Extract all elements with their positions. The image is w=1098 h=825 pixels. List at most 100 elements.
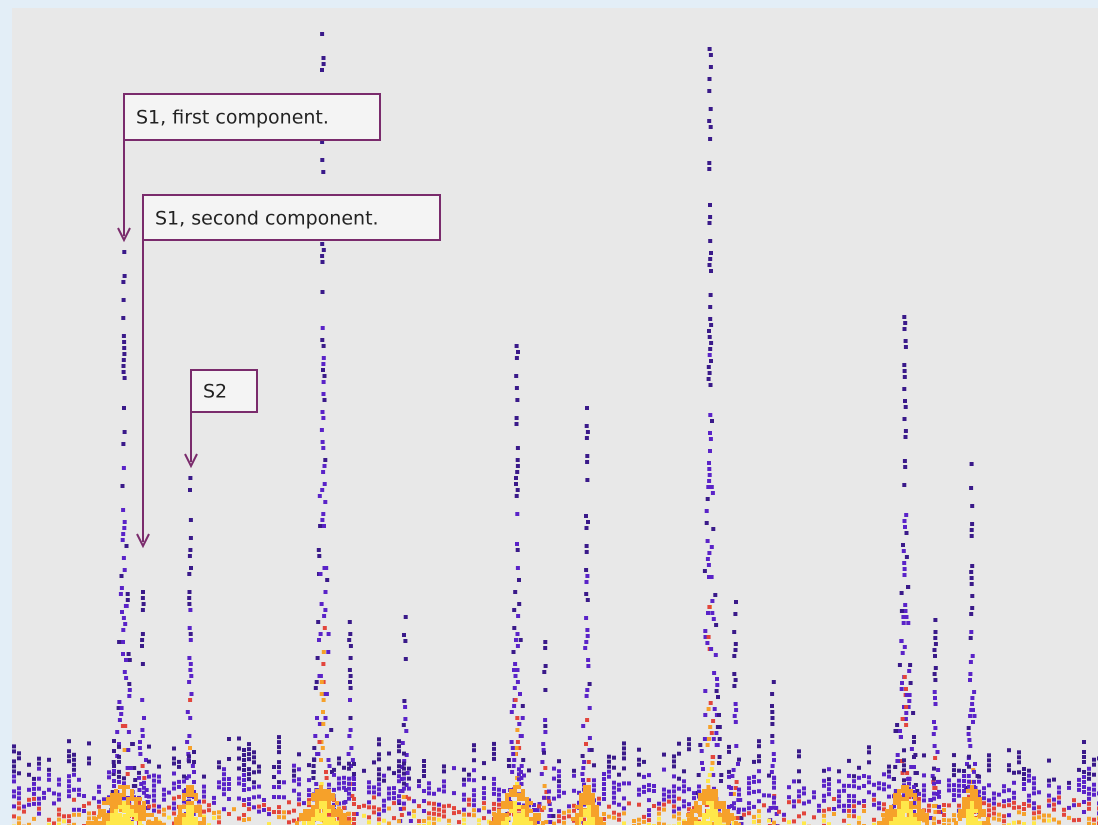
spectrogram-pixel — [17, 756, 21, 760]
spectrogram-pixel — [12, 759, 16, 763]
spectrogram-pixel — [705, 509, 709, 513]
spectrogram-pixel — [622, 796, 626, 800]
spectrogram-pixel — [543, 718, 547, 722]
spectrogram-pixel — [337, 757, 341, 761]
spectrogram-pixel — [324, 590, 328, 594]
spectrogram-pixel — [586, 634, 590, 638]
spectrogram-pixel — [142, 602, 146, 606]
spectrogram-pixel — [877, 781, 881, 785]
spectrogram-pixel — [903, 525, 907, 529]
spectrogram-pixel — [767, 809, 771, 813]
spectrogram-pixel — [513, 793, 517, 797]
spectrogram-pixel — [437, 813, 441, 817]
spectrogram-pixel — [622, 746, 626, 750]
spectrogram-pixel — [586, 664, 590, 668]
spectrogram-pixel — [188, 590, 192, 594]
spectrogram-pixel — [327, 797, 331, 801]
spectrogram-pixel — [512, 668, 516, 672]
spectrogram-pixel — [112, 764, 116, 768]
spectrogram-pixel — [1062, 813, 1066, 817]
spectrogram-pixel — [320, 338, 324, 342]
spectrogram-pixel — [907, 699, 911, 703]
spectrogram-pixel — [372, 810, 376, 814]
spectrogram-pixel — [707, 605, 711, 609]
spectrogram-pixel — [516, 680, 520, 684]
spectrogram-pixel — [67, 794, 71, 798]
spectrogram-pixel — [227, 757, 231, 761]
spectrogram-pixel — [157, 775, 161, 779]
spectrogram-pixel — [742, 813, 746, 817]
spectrogram-pixel — [521, 805, 525, 809]
spectrogram-pixel — [311, 776, 315, 780]
spectrogram-pixel — [652, 804, 656, 808]
spectrogram-pixel — [518, 692, 522, 696]
spectrogram-pixel — [1072, 803, 1076, 807]
spectrogram-pixel — [901, 813, 905, 817]
spectrogram-pixel — [32, 817, 36, 821]
spectrogram-pixel — [712, 671, 716, 675]
spectrogram-pixel — [797, 814, 801, 818]
spectrogram-pixel — [543, 784, 547, 788]
spectrogram-pixel — [757, 819, 761, 823]
spectrogram-pixel — [505, 793, 509, 797]
spectrogram-pixel — [622, 811, 626, 815]
spectrogram-pixel — [187, 734, 191, 738]
spectrogram-pixel — [602, 772, 606, 776]
spectrogram-pixel — [642, 815, 646, 819]
spectrogram-pixel — [925, 821, 929, 825]
spectrogram-pixel — [922, 783, 926, 787]
spectrogram-pixel — [67, 739, 71, 743]
spectrogram-pixel — [37, 812, 41, 816]
spectrogram-pixel — [622, 741, 626, 745]
spectrogram-pixel — [377, 742, 381, 746]
spectrogram-pixel — [708, 203, 712, 207]
spectrogram-pixel — [277, 780, 281, 784]
spectrogram-pixel — [909, 809, 913, 813]
spectrogram-pixel — [377, 792, 381, 796]
spectrogram-pixel — [698, 809, 702, 813]
spectrogram-pixel — [968, 744, 972, 748]
spectrogram-pixel — [311, 817, 315, 821]
spectrogram-pixel — [547, 790, 551, 794]
spectrogram-pixel — [188, 746, 192, 750]
spectrogram-pixel — [932, 782, 936, 786]
spectrogram-pixel — [1012, 771, 1016, 775]
spectrogram-pixel — [877, 801, 881, 805]
spectrogram-pixel — [797, 779, 801, 783]
spectrogram-pixel — [133, 784, 137, 788]
spectrogram-pixel — [342, 776, 346, 780]
spectrogram-pixel — [736, 762, 740, 766]
spectrogram-pixel — [970, 528, 974, 532]
spectrogram-pixel — [515, 728, 519, 732]
spectrogram-pixel — [581, 778, 585, 782]
spectrogram-pixel — [710, 767, 714, 771]
spectrogram-pixel — [937, 790, 941, 794]
spectrogram-pixel — [972, 770, 976, 774]
spectrogram-pixel — [397, 739, 401, 743]
spectrogram-pixel — [622, 766, 626, 770]
spectrogram-pixel — [257, 765, 261, 769]
spectrogram-pixel — [118, 797, 122, 801]
spectrogram-pixel — [188, 716, 192, 720]
spectrogram-pixel — [557, 819, 561, 823]
spectrogram-pixel — [913, 821, 917, 825]
spectrogram-pixel — [349, 746, 353, 750]
spectrogram-pixel — [1007, 768, 1011, 772]
spectrogram-pixel — [702, 801, 706, 805]
spectrogram-pixel — [189, 518, 193, 522]
spectrogram-pixel — [587, 821, 591, 825]
spectrogram-pixel — [311, 797, 315, 801]
spectrogram-pixel — [622, 751, 626, 755]
spectrogram-pixel — [718, 725, 722, 729]
spectrogram-pixel — [22, 810, 26, 814]
spectrogram-pixel — [342, 801, 346, 805]
spectrogram-pixel — [1057, 786, 1061, 790]
spectrogram-pixel — [652, 784, 656, 788]
spectrogram-pixel — [583, 809, 587, 813]
spectrogram-pixel — [585, 436, 589, 440]
spectrogram-pixel — [114, 793, 118, 797]
spectrogram-pixel — [900, 681, 904, 685]
spectrogram-pixel — [277, 815, 281, 819]
spectrogram-pixel — [712, 737, 716, 741]
spectrogram-pixel — [706, 557, 710, 561]
